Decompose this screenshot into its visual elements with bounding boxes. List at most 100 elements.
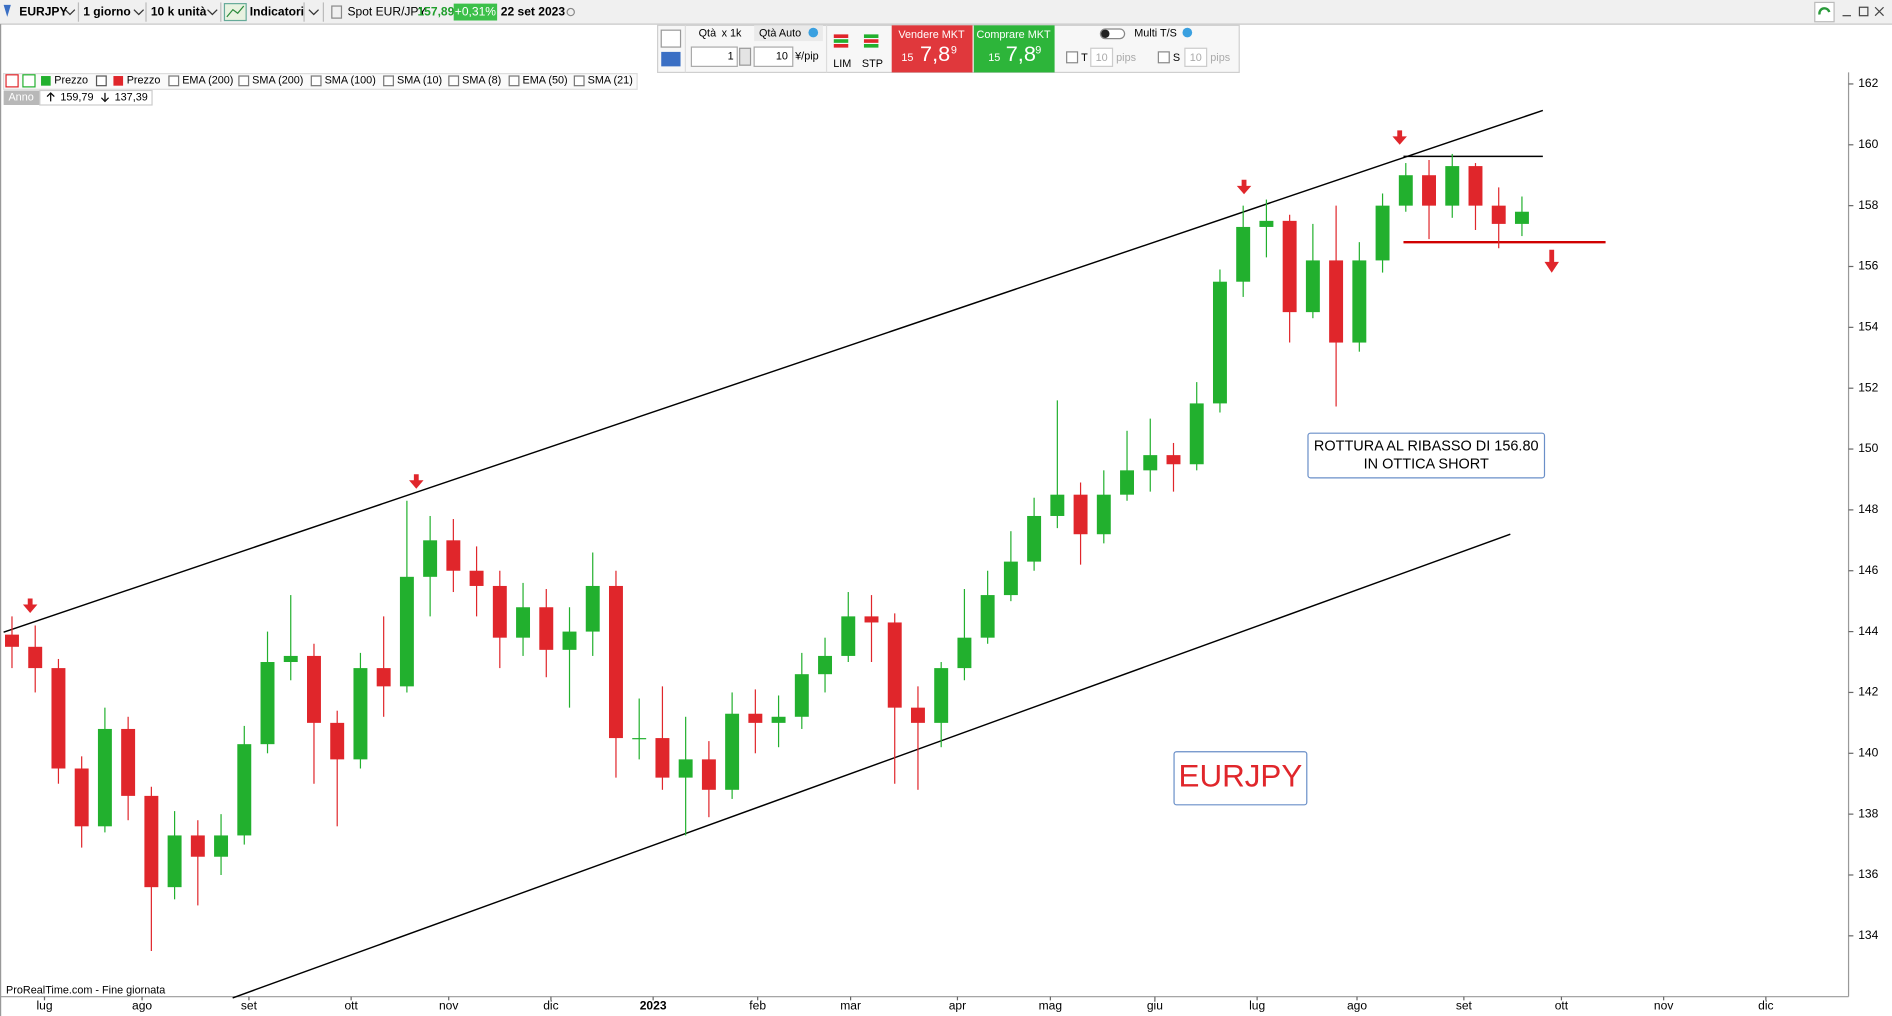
restore-button[interactable] (1858, 6, 1869, 17)
sell-main: 7,8 (920, 41, 950, 66)
keyboard-button[interactable] (661, 51, 681, 67)
lim-button[interactable]: LIM (833, 58, 851, 70)
units-selector[interactable]: 10 k unità (151, 4, 207, 18)
y-tick-label: 160 (1858, 137, 1878, 151)
legend-checkbox[interactable] (573, 75, 585, 87)
x-tick-label: dic (543, 999, 558, 1013)
legend-checkbox[interactable] (508, 75, 520, 87)
pointer-arrow (22, 598, 38, 613)
legend-checkbox[interactable] (383, 75, 394, 87)
x-tick-label: nov (1654, 999, 1673, 1013)
pip-input[interactable] (753, 46, 794, 67)
legend-item[interactable]: SMA (21) (588, 75, 633, 87)
candle-body (701, 759, 716, 790)
candle-body (841, 616, 856, 656)
legend-item[interactable]: Prezzo (127, 75, 161, 87)
candle-body (5, 634, 19, 647)
candle-body (1236, 226, 1251, 282)
down-arrow-icon (100, 92, 110, 103)
legend-swatch[interactable] (113, 76, 124, 86)
legend-item[interactable]: SMA (10) (397, 75, 442, 87)
candle-body (980, 595, 995, 638)
candle-body (632, 738, 647, 740)
legend-item[interactable]: EMA (50) (522, 75, 567, 87)
qty-spinner[interactable] (739, 47, 752, 66)
candle-body (818, 655, 833, 675)
status-dot (566, 7, 575, 17)
candle-body (1422, 175, 1436, 206)
annotation: ROTTURA AL RIBASSO DI 156.80 (1314, 438, 1539, 454)
s-label: S (1173, 52, 1180, 64)
candle-body (399, 576, 414, 687)
y-tick-label: 150 (1858, 441, 1878, 455)
candle-body (1282, 220, 1297, 313)
candle-body (28, 646, 43, 669)
t-checkbox[interactable] (1066, 51, 1079, 64)
app-icon[interactable] (3, 4, 11, 17)
qty-auto-bg (754, 25, 823, 42)
pip-unit: ¥/pip (794, 51, 819, 63)
plot-area: 134 136 138 140 142 144 146 148 150 152 154 156 158 1… (3, 76, 1879, 1013)
refresh-icon (1818, 7, 1831, 15)
symbol-selector[interactable]: EURJPY (19, 4, 67, 18)
x-tick-label: lug (36, 999, 52, 1013)
candle-body (725, 713, 740, 790)
candle-body (190, 835, 205, 857)
s-value: 10 (1190, 52, 1202, 64)
add-button[interactable] (22, 74, 36, 88)
y-tick-label: 134 (1858, 928, 1878, 942)
s-input[interactable] (1184, 47, 1208, 67)
qty-label: Qtà (699, 28, 717, 40)
x-tick-label: ago (132, 999, 152, 1013)
candle-body (1514, 211, 1529, 224)
stp-button[interactable]: STP (862, 58, 883, 70)
watermark-box (1173, 751, 1308, 806)
refresh-button[interactable] (1814, 1, 1835, 23)
legend-checkbox[interactable] (238, 75, 250, 87)
add-button[interactable] (5, 74, 19, 88)
buy-main: 7,8 (1006, 41, 1036, 66)
legend-item[interactable]: EMA (200) (182, 75, 233, 87)
t-label: T (1081, 52, 1088, 64)
legend-item[interactable]: Prezzo (54, 75, 88, 87)
multi-ts-label: Multi T/S (1134, 28, 1177, 40)
candle-body (1212, 281, 1227, 404)
legend-checkbox[interactable] (168, 75, 180, 87)
y-tick-label: 144 (1858, 624, 1878, 638)
candle-body (353, 668, 368, 760)
legend-checkbox[interactable] (448, 75, 460, 87)
range-box (39, 89, 153, 106)
y-tick-label: 156 (1858, 259, 1878, 273)
sell-button[interactable] (891, 25, 973, 73)
spot-label: Spot EUR/JPY (348, 4, 427, 18)
t-input[interactable] (1090, 47, 1114, 67)
legend-checkbox[interactable] (310, 75, 322, 87)
qty-input[interactable] (690, 46, 738, 67)
y-tick-label: 140 (1858, 745, 1878, 759)
buy-button[interactable] (973, 25, 1055, 73)
candle-body (1003, 561, 1018, 596)
lim-icon (833, 34, 849, 48)
candle-body (469, 570, 484, 586)
candle-body (376, 668, 391, 687)
candle-body (585, 585, 600, 632)
timeframe-selector[interactable]: 1 giorno (83, 4, 131, 18)
qty-auto[interactable]: Qtà Auto (759, 28, 801, 40)
candle-body (167, 835, 182, 888)
legend-item[interactable]: SMA (100) (325, 75, 376, 87)
legend-swatch[interactable] (41, 76, 51, 86)
legend-item[interactable]: SMA (8) (462, 75, 501, 87)
legend-swatch[interactable] (95, 75, 107, 87)
s-checkbox[interactable] (1157, 51, 1170, 64)
legend-item[interactable]: SMA (200) (252, 75, 303, 87)
candle-body (144, 795, 159, 888)
close-button[interactable] (1874, 6, 1884, 17)
settings-button[interactable] (660, 29, 682, 48)
x-tick-label: ago (1347, 999, 1367, 1013)
indicators-button[interactable]: Indicatori (250, 4, 304, 18)
candle-body (1027, 515, 1042, 562)
candle-body (1120, 470, 1135, 495)
x-tick-label: mag (1039, 999, 1062, 1013)
pointer-arrow (1544, 249, 1559, 273)
